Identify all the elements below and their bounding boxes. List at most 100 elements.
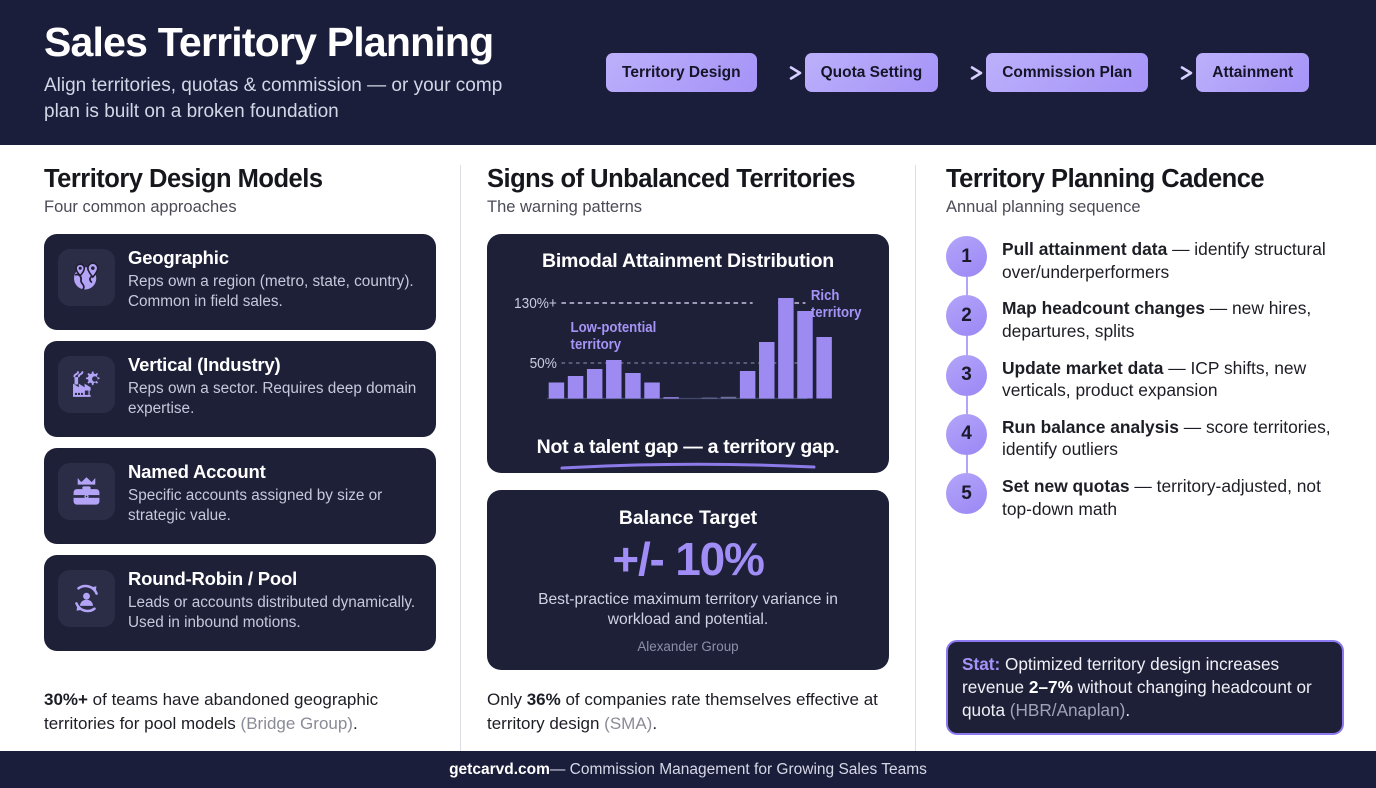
- footnote-tail: .: [652, 713, 658, 733]
- model-card-desc: Specific accounts assigned by size or st…: [128, 487, 383, 524]
- globe-map-pins-icon: [58, 249, 115, 307]
- column-territory-design-models: Territory Design Models Four common appr…: [0, 165, 460, 751]
- pipeline-chip-attainment[interactable]: Attainment: [1196, 52, 1310, 93]
- pipeline-chip-commission-plan[interactable]: Commission Plan: [986, 52, 1149, 93]
- factory-gear-icon: [58, 356, 115, 414]
- bimodal-chart-card: Bimodal Attainment Distribution: [487, 234, 889, 474]
- footer: getcarvd.com — Commission Management for…: [0, 751, 1376, 788]
- step-detail: — ICP shifts, new verticals, product exp…: [1002, 357, 1307, 401]
- pipeline-chip-quota-setting[interactable]: Quota Setting: [804, 52, 939, 93]
- model-card-title: Geographic: [128, 247, 229, 269]
- right-column-title: Territory Planning Cadence: [946, 165, 1265, 193]
- stat-source: (HBR/Anaplan): [1009, 700, 1126, 721]
- balance-value: +/- 10%: [612, 533, 765, 586]
- cadence-step-2[interactable]: 2 Map headcount changes — new hires, dep…: [946, 294, 1344, 355]
- column-unbalanced-signs: Signs of Unbalanced Territories The warn…: [460, 165, 916, 751]
- step-detail: — identify structural over/underperforme…: [1002, 239, 1326, 282]
- model-card-desc: Leads or accounts distributed dynamicall…: [128, 594, 416, 631]
- pipeline-flow: Territory Design Quota Setting Commissio…: [606, 52, 1340, 93]
- tagline-underline: [560, 462, 816, 470]
- cadence-step-5[interactable]: 5 Set new quotas — territory-adjusted, n…: [946, 472, 1344, 520]
- step-detail: — score territories, identify outliers: [1002, 416, 1331, 460]
- step-title: Pull attainment data: [1002, 239, 1168, 260]
- arrow-right-icon: [758, 65, 804, 80]
- model-card-title: Vertical (Industry): [128, 354, 281, 376]
- footnote-stat: 36%: [526, 690, 561, 710]
- annotation-rich: Rich: [811, 286, 840, 303]
- cadence-step-3[interactable]: 3 Update market data — ICP shifts, new v…: [946, 354, 1344, 414]
- model-card-body: Round-Robin / Pool Leads or accounts dis…: [128, 567, 422, 632]
- model-card-desc: Reps own a sector. Requires deep domain …: [128, 380, 417, 417]
- left-column-title: Territory Design Models: [44, 165, 323, 193]
- axis-label-50: 50%: [530, 355, 558, 372]
- stat-text-1: Optimized territory design increases rev…: [962, 654, 1280, 698]
- footnote-lead: Only: [487, 690, 527, 710]
- model-card-title: Named Account: [128, 461, 266, 483]
- pipeline-chip-territory-design[interactable]: Territory Design: [606, 52, 757, 93]
- chart-tagline: Not a talent gap — a territory gap.: [536, 436, 840, 459]
- chart-bars-gap: [701, 396, 737, 399]
- step-title: Update market data: [1002, 357, 1164, 378]
- chart-tagline-wrap: Not a talent gap — a territory gap.: [505, 436, 871, 470]
- step-connector-line: [966, 395, 968, 414]
- model-card-body: Vertical (Industry) Reps own a sector. R…: [128, 353, 422, 418]
- footer-brand[interactable]: getcarvd.com: [449, 760, 550, 778]
- bimodal-chart: 130%+ 50% Low-potential territory Rich t…: [505, 285, 871, 423]
- left-column-subtitle: Four common approaches: [44, 198, 237, 217]
- step-text: Pull attainment data — identify structur…: [1002, 235, 1344, 283]
- footnote-source: (SMA): [604, 713, 653, 733]
- step-number-badge: 4: [946, 413, 987, 455]
- step-number-badge: 1: [946, 236, 987, 278]
- model-card-vertical-industry[interactable]: Vertical (Industry) Reps own a sector. R…: [44, 341, 436, 438]
- balance-target-card: Balance Target +/- 10% Best-practice max…: [487, 490, 889, 671]
- step-number-badge: 3: [946, 354, 987, 396]
- briefcase-crown-icon: [58, 463, 115, 521]
- annotation-low-potential-2: territory: [571, 335, 622, 352]
- step-connector-line: [966, 336, 968, 355]
- step-title: Map headcount changes: [1002, 298, 1205, 319]
- axis-label-130: 130%+: [514, 295, 557, 312]
- step-title: Run balance analysis: [1002, 416, 1179, 437]
- step-number-badge: 5: [946, 473, 987, 515]
- footnote-source: (Bridge Group): [240, 713, 353, 733]
- step-title: Set new quotas: [1002, 476, 1130, 497]
- model-card-body: Named Account Specific accounts assigned…: [128, 460, 422, 525]
- cadence-step-4[interactable]: 4 Run balance analysis — score territori…: [946, 413, 1344, 474]
- stat-callout-box: Stat: Optimized territory design increas…: [946, 640, 1344, 735]
- step-detail: — new hires, departures, splits: [1002, 298, 1312, 341]
- stat-text-2: without changing headcount or quota: [962, 677, 1312, 721]
- stat-tail: .: [1125, 700, 1131, 721]
- recycle-person-icon: [58, 570, 115, 628]
- footnote-text: of companies rate themselves effective a…: [487, 690, 878, 733]
- chart-title: Bimodal Attainment Distribution: [541, 250, 835, 273]
- balance-description: Best-practice maximum territory variance…: [538, 590, 838, 628]
- balance-source: Alexander Group: [637, 639, 739, 655]
- header: Sales Territory Planning Align territori…: [0, 0, 1376, 145]
- annotation-rich-2: territory: [811, 303, 862, 320]
- step-number-badge: 2: [946, 295, 987, 337]
- chart-bars-low-potential: [548, 360, 679, 399]
- model-card-named-account[interactable]: Named Account Specific accounts assigned…: [44, 448, 436, 545]
- body: Territory Design Models Four common appr…: [0, 145, 1376, 751]
- footer-tagline: — Commission Management for Growing Sale…: [549, 760, 927, 778]
- page-title: Sales Territory Planning: [44, 19, 494, 65]
- model-card-geographic[interactable]: Geographic Reps own a region (metro, sta…: [44, 234, 436, 331]
- right-column-subtitle: Annual planning sequence: [946, 198, 1141, 217]
- cadence-step-1[interactable]: 1 Pull attainment data — identify struct…: [946, 235, 1344, 296]
- step-detail: — territory-adjusted, not top-down math: [1002, 476, 1321, 519]
- balance-title: Balance Target: [618, 507, 758, 530]
- model-card-title: Round-Robin / Pool: [128, 568, 298, 590]
- stat-label: Stat:: [962, 654, 1001, 675]
- step-text: Run balance analysis — score territories…: [1002, 413, 1344, 461]
- step-text: Map headcount changes — new hires, depar…: [1002, 294, 1344, 342]
- model-card-list: Geographic Reps own a region (metro, sta…: [44, 234, 436, 652]
- cadence-step-list: 1 Pull attainment data — identify struct…: [946, 235, 1344, 520]
- model-card-body: Geographic Reps own a region (metro, sta…: [128, 246, 422, 311]
- left-column-footnote: 30%+ of teams have abandoned geographic …: [44, 670, 436, 735]
- middle-column-title: Signs of Unbalanced Territories: [487, 165, 856, 193]
- model-card-round-robin-pool[interactable]: Round-Robin / Pool Leads or accounts dis…: [44, 555, 436, 652]
- step-connector-line: [966, 454, 968, 474]
- footnote-text: of teams have abandoned geographic terri…: [44, 690, 379, 733]
- footnote-tail: .: [352, 713, 358, 733]
- header-text-block: Sales Territory Planning Align territori…: [44, 19, 524, 124]
